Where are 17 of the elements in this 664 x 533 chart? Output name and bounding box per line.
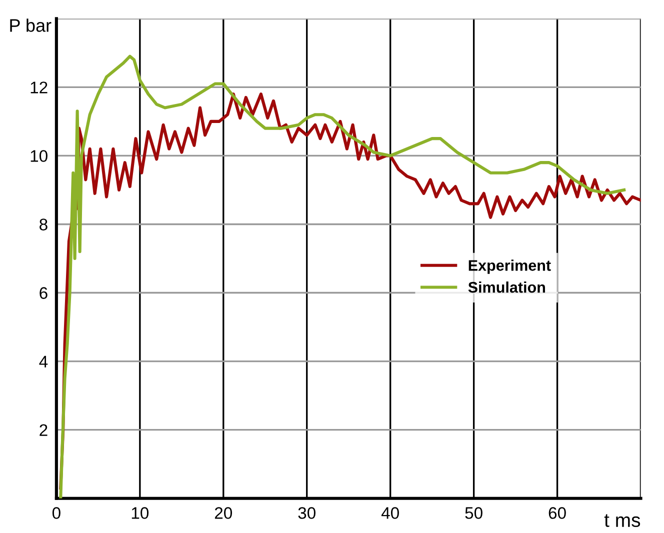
legend-label: Simulation [468,282,545,293]
x-tick-label: 20 [214,507,232,519]
y-tick-label: 10 [30,150,48,162]
legend-label: Experiment [468,260,551,274]
x-tick-label: 0 [52,507,60,519]
x-tick-label: 10 [132,507,149,519]
x-tick-label: 60 [548,507,566,519]
x-tick-label: 50 [465,507,482,519]
y-tick-label: 12 [30,82,48,94]
x-axis-title: t ms [604,514,640,528]
y-tick-label: 8 [40,218,48,230]
x-tick-label: 40 [381,507,399,519]
y-tick-label: 6 [40,287,48,299]
x-tick-label: 30 [298,507,316,519]
y-axis-title: P bar [10,18,52,32]
y-tick-label: 2 [40,424,48,436]
y-tick-label: 4 [39,356,48,368]
